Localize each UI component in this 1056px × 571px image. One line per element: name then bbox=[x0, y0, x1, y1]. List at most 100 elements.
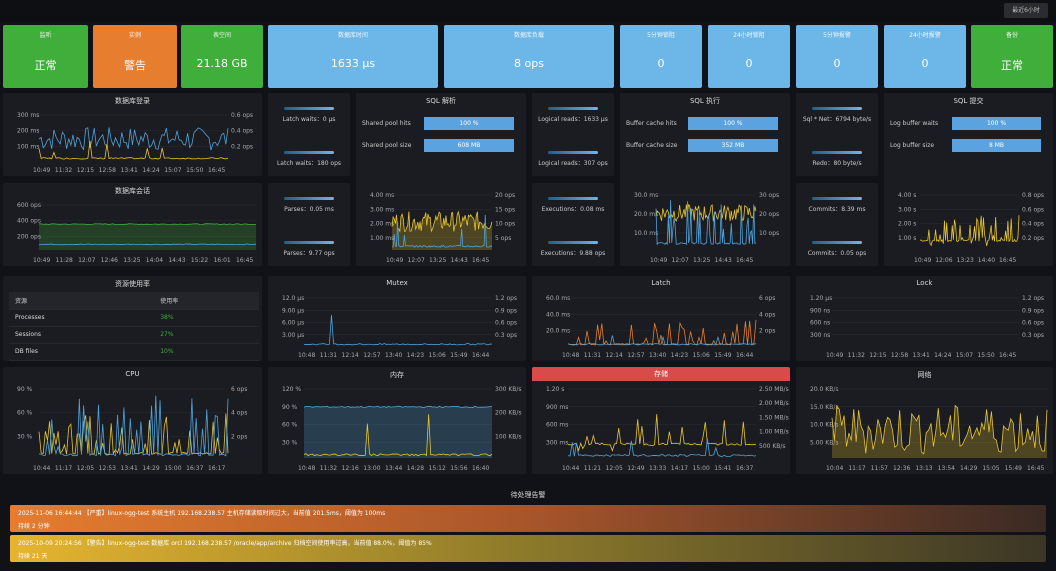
mini-stat-bar bbox=[812, 151, 862, 154]
y-axis-left-label: 900 ms bbox=[546, 404, 568, 411]
y-axis-right-label: 0.3 ops bbox=[495, 332, 517, 339]
stat-card[interactable]: 实例 警告 bbox=[93, 25, 177, 88]
x-axis-label: 10:49 bbox=[650, 257, 667, 264]
mini-stat-bar bbox=[812, 197, 862, 200]
panel-title: 内存 bbox=[390, 371, 404, 379]
y-axis-left-label: 30.0 ms bbox=[634, 192, 658, 199]
y-axis-left-label: 60 % bbox=[17, 410, 33, 417]
y-axis-right-label: 4 ops bbox=[231, 410, 247, 417]
stat-card[interactable]: 监听 正常 bbox=[3, 25, 88, 88]
x-axis-label: 13:23 bbox=[957, 257, 974, 264]
y-axis-right-label: 1.2 ops bbox=[1022, 295, 1044, 302]
x-axis-label: 15:50 bbox=[186, 167, 203, 174]
panel-db-login: 数据库登录 300 ms 200 ms 100 ms 0.6 ops 0.4 ops 0.2… bbox=[3, 93, 262, 176]
x-axis-label: 13:33 bbox=[649, 465, 666, 472]
mini-stat-bar bbox=[548, 151, 598, 154]
y-axis-left-label: 300 ms bbox=[546, 439, 568, 446]
y-axis-right-label: 0.2 ops bbox=[1022, 235, 1044, 242]
y-axis-left-label: 1.20 s bbox=[546, 386, 564, 393]
resource-pct: 27% bbox=[154, 326, 259, 344]
y-axis-left-label: 120 % bbox=[282, 386, 301, 393]
stat-card[interactable]: 24小时锁阻 0 bbox=[708, 25, 790, 88]
stat-card[interactable]: 数据库负载 8 ops bbox=[444, 25, 614, 88]
x-axis-label: 12:06 bbox=[935, 257, 952, 264]
series-line bbox=[391, 214, 493, 248]
y-axis-left-label: 400 ops bbox=[17, 218, 41, 225]
y-axis-left-label: 900 ns bbox=[810, 307, 830, 314]
y-axis-left-label: 600 ms bbox=[546, 422, 568, 429]
panel-db-session: 数据库会话 600 ops 400 ops 200 ops 10:49 11:28 12:0… bbox=[3, 183, 262, 266]
kv-row: Buffer cache hits 100 % bbox=[626, 117, 784, 131]
stat-card[interactable]: 数据库时间 1633 μs bbox=[268, 25, 438, 88]
y-axis-right-label: 0.6 ops bbox=[1022, 320, 1044, 327]
y-axis-left-label: 40.0 ms bbox=[546, 311, 570, 318]
y-axis-right-label: 10 ops bbox=[495, 221, 515, 228]
x-axis-label: 15:07 bbox=[164, 167, 181, 174]
series-line bbox=[38, 127, 229, 151]
panel-commits: Commits：8.39 ms Commits：0.05 ops bbox=[796, 183, 878, 266]
y-axis-left-label: 10.0 KB/s bbox=[810, 422, 838, 429]
panel-sql-commit: SQL 提交 Log buffer waits 100 % Log buffer si… bbox=[884, 93, 1053, 266]
y-axis-left-label: 4.00 s bbox=[898, 192, 916, 199]
series-line bbox=[38, 243, 257, 246]
y-axis-right-label: 1.2 ops bbox=[495, 295, 517, 302]
alert-item-critical[interactable]: 2025-11-06 16:44:44 【严重】linux-ogg-test 系… bbox=[10, 505, 1046, 532]
x-axis-label: 15:22 bbox=[191, 257, 208, 264]
y-axis-right-label: 0.4 ops bbox=[231, 128, 253, 135]
y-axis-left-label: 600 ns bbox=[810, 320, 830, 327]
stat-card[interactable]: 24小时报警 0 bbox=[884, 25, 966, 88]
y-axis-right-label: 0.6 ops bbox=[1022, 206, 1044, 213]
stat-card[interactable]: 备份 正常 bbox=[971, 25, 1053, 88]
alert-message: 2025-10-09 20:24:56 【警告】linux-ogg-test 数… bbox=[18, 540, 432, 547]
y-axis-left-label: 200 ms bbox=[17, 128, 39, 135]
stat-label: 5分钟锁阻 bbox=[647, 32, 675, 39]
y-axis-left-label: 3.00 ms bbox=[370, 206, 394, 213]
y-axis-right-label: 2.50 MB/s bbox=[759, 386, 789, 393]
x-axis-label: 13:54 bbox=[938, 465, 955, 472]
x-axis-label: 16:40 bbox=[472, 465, 489, 472]
x-axis-label: 10:44 bbox=[33, 465, 50, 472]
stat-value: 1633 μs bbox=[330, 57, 376, 70]
x-axis-label: 13:25 bbox=[429, 257, 446, 264]
x-axis-label: 16:44 bbox=[472, 352, 489, 359]
panel-logical-reads: Logical reads：1633 μs Logical reads：307 o… bbox=[532, 93, 614, 176]
y-axis-left-label: 600 ops bbox=[17, 202, 41, 209]
kv-key: Buffer cache size bbox=[626, 142, 678, 149]
mini-stat: Parses：9.77 ops bbox=[268, 241, 350, 257]
mini-stat-bar bbox=[284, 241, 334, 244]
resource-name: Processes bbox=[9, 309, 155, 327]
x-axis-label: 14:24 bbox=[142, 167, 159, 174]
panel-title: 资源使用率 bbox=[115, 280, 150, 288]
stat-card[interactable]: 5分钟报警 0 bbox=[796, 25, 878, 88]
stat-card[interactable]: 5分钟锁阻 0 bbox=[620, 25, 702, 88]
kv-value: 352 MB bbox=[688, 139, 778, 152]
mini-stat: Sql * Net：6794 byte/s bbox=[796, 107, 878, 123]
kv-key: Shared pool size bbox=[362, 142, 412, 149]
x-axis-label: 13:00 bbox=[363, 465, 380, 472]
mini-stat-bar bbox=[284, 107, 334, 110]
table-header[interactable]: 使用率 bbox=[154, 292, 259, 310]
x-axis-label: 15:49 bbox=[450, 352, 467, 359]
series-line bbox=[38, 141, 229, 160]
kv-value: 8 MB bbox=[952, 139, 1041, 152]
series-line bbox=[391, 210, 493, 233]
y-axis-left-label: 1.20 μs bbox=[810, 295, 832, 302]
y-axis-right-label: 300 KB/s bbox=[495, 386, 522, 393]
resource-name: Sessions bbox=[9, 326, 155, 344]
y-axis-left-label: 300 ns bbox=[810, 332, 830, 339]
time-range-picker[interactable]: 最近6小时 bbox=[1004, 3, 1048, 18]
stat-card[interactable]: 表空间 21.18 GB bbox=[181, 25, 263, 88]
alert-item-warning[interactable]: 2025-10-09 20:24:56 【警告】linux-ogg-test 数… bbox=[10, 535, 1046, 562]
series-line bbox=[38, 395, 229, 457]
x-axis-label: 12:15 bbox=[869, 352, 886, 359]
y-axis-left-label: 3.00 μs bbox=[282, 332, 304, 339]
x-axis-label: 15:00 bbox=[164, 465, 181, 472]
y-axis-left-label: 2.00 s bbox=[898, 221, 916, 228]
series-area bbox=[832, 405, 1047, 458]
table-header[interactable]: 资源 bbox=[9, 292, 155, 310]
y-axis-right-label: 30 ops bbox=[759, 192, 779, 199]
x-axis-label: 12:57 bbox=[363, 352, 380, 359]
kv-row: Buffer cache size 352 MB bbox=[626, 139, 784, 153]
x-axis-label: 11:31 bbox=[584, 352, 601, 359]
y-axis-left-label: 6.00 μs bbox=[282, 320, 304, 327]
